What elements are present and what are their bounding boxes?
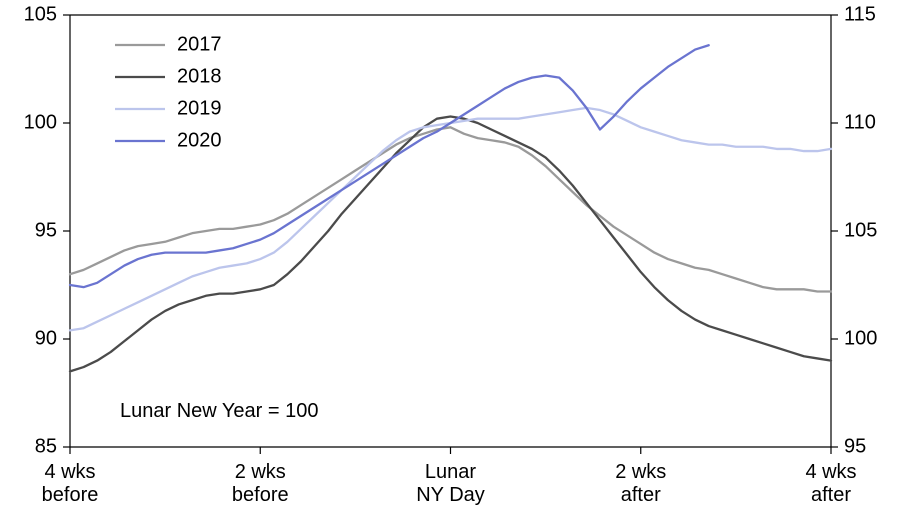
y-left-tick-label: 85 xyxy=(35,435,57,457)
series-2020 xyxy=(70,45,709,287)
chart-note: Lunar New Year = 100 xyxy=(120,400,319,422)
y-right-tick-label: 100 xyxy=(844,327,877,349)
x-tick-label: LunarNY Day xyxy=(416,461,485,506)
legend-label-2018: 2018 xyxy=(177,65,222,87)
legend-label-2020: 2020 xyxy=(177,129,222,151)
legend-label-2019: 2019 xyxy=(177,97,222,119)
y-left-tick-label: 90 xyxy=(35,327,57,349)
y-right-tick-label: 105 xyxy=(844,219,877,241)
x-tick-label: 4 wksbefore xyxy=(42,461,99,506)
y-right-tick-label: 110 xyxy=(844,111,876,133)
series-2017 xyxy=(70,127,831,291)
x-tick-label: 2 wksafter xyxy=(615,461,666,506)
lunar-new-year-chart: 85 90 95 100 105 95 100 105 110 115 4 wksbefore 2 w… xyxy=(0,0,901,512)
y-left-tick-label: 95 xyxy=(35,219,57,241)
y-left-tick-label: 105 xyxy=(24,3,57,25)
legend-label-2017: 2017 xyxy=(177,33,222,55)
y-left-tick-label: 100 xyxy=(24,111,57,133)
y-right-tick-label: 115 xyxy=(844,3,876,25)
x-tick-label: 4 wksafter xyxy=(805,461,856,506)
series-2018 xyxy=(70,117,831,372)
y-right-tick-label: 95 xyxy=(844,435,866,457)
x-tick-label: 2 wksbefore xyxy=(232,461,289,506)
